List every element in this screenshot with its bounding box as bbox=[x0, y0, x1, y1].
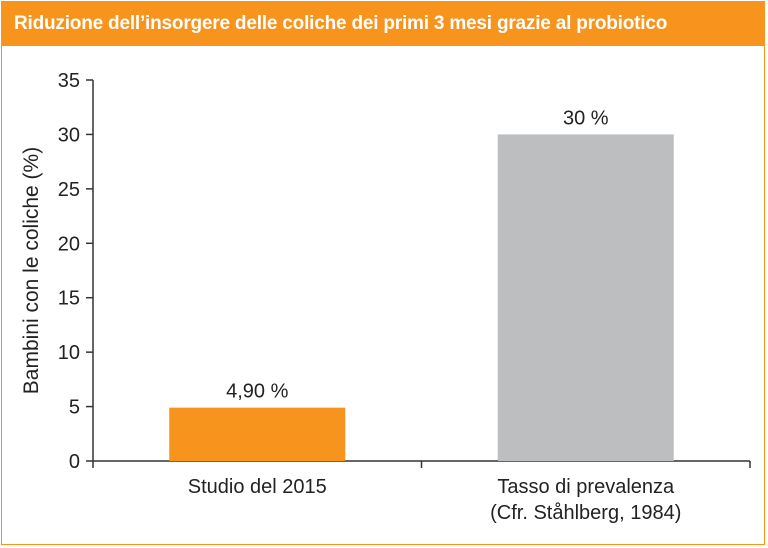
plot-area: 0 5 10 15 20 25 30 35 Bambini con le coliche (%)… bbox=[20, 70, 751, 524]
chart-title: Riduzione dell’insorgere delle coliche d… bbox=[14, 13, 668, 34]
y-tick-label: 10 bbox=[58, 342, 80, 364]
bar bbox=[497, 134, 674, 461]
chart-header: Riduzione dell’insorgere delle coliche d… bbox=[2, 2, 764, 46]
y-tick-label: 30 bbox=[58, 124, 80, 146]
x-tick-label: Studio del 2015 bbox=[188, 476, 327, 498]
x-tick-label: Tasso di prevalenza bbox=[497, 476, 675, 498]
data-label: 30 % bbox=[563, 107, 609, 129]
y-tick-label: 0 bbox=[69, 451, 80, 473]
y-tick-label: 35 bbox=[58, 70, 80, 92]
y-axis-title: Bambini con le coliche (%) bbox=[20, 147, 43, 394]
y-tick-label: 20 bbox=[58, 233, 80, 255]
y-tick-label: 15 bbox=[58, 288, 80, 310]
x-tick-label: (Cfr. Ståhlberg, 1984) bbox=[490, 502, 681, 524]
y-tick-label: 5 bbox=[69, 397, 80, 419]
bar bbox=[169, 407, 346, 461]
y-tick-label: 25 bbox=[58, 179, 80, 201]
data-label: 4,90 % bbox=[226, 381, 288, 403]
